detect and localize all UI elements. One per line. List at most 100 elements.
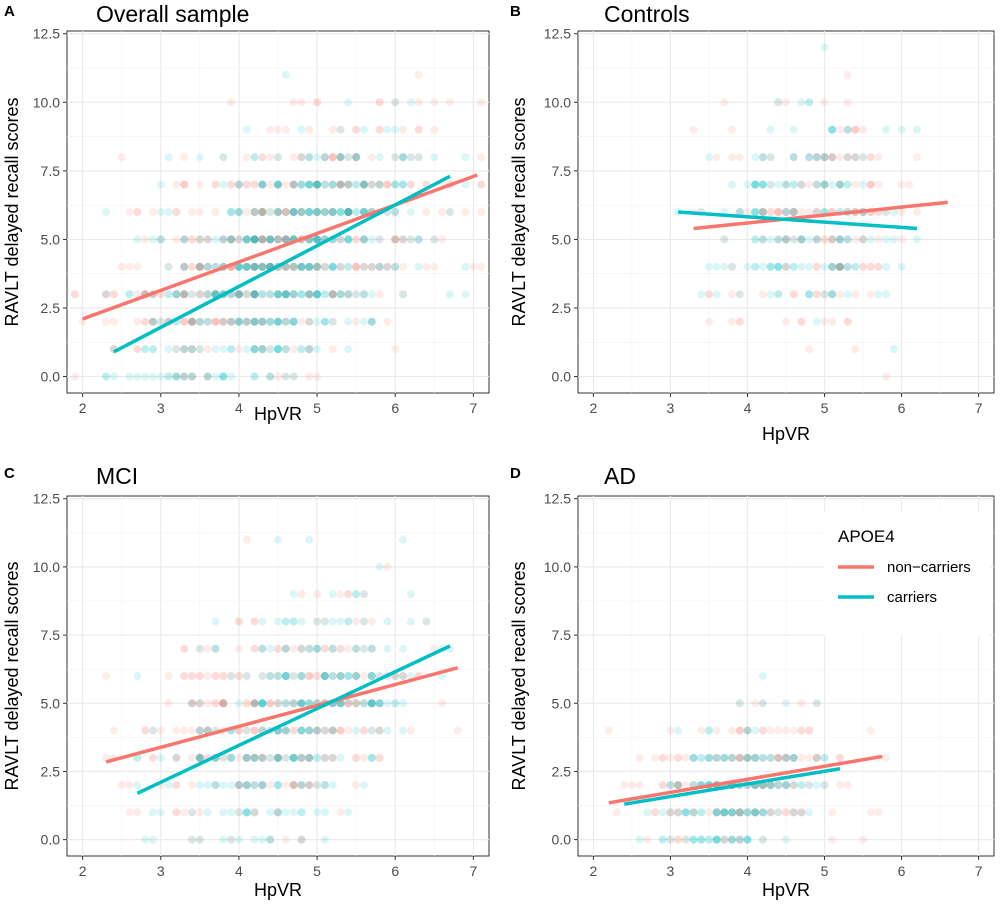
panel-d-point-non-carriers [789,726,798,735]
panel-a-point-non-carriers [320,208,329,216]
panel-c-point-non-carriers [328,753,337,762]
panel-c-point-non-carriers [352,672,361,680]
panel-a-point-carriers [250,372,259,381]
panel-c-point-carriers [266,672,275,680]
panel-a-point-carriers [102,290,111,299]
panel-a-point-carriers [188,290,197,299]
panel-d-point-non-carriers [720,808,729,817]
panel-d-point-carriers [697,835,706,844]
panel-a-point-carriers [336,180,345,189]
panel-b-point-non-carriers [828,235,837,244]
panel-d-point-non-carriers [820,781,829,790]
panel-a-point-carriers [242,317,251,326]
panel-c-point-non-carriers [313,781,322,790]
panel-a-point-non-carriers [391,235,400,244]
panel-a-point-carriers [164,153,173,162]
panel-d-point-non-carriers [758,726,767,735]
panel-a-point-carriers [180,345,189,354]
panel-d-point-non-carriers [743,726,752,735]
panel-a-point-carriers [274,317,282,326]
panel-a-point-carriers [156,372,165,381]
panel-c-point-non-carriers [234,644,243,653]
panel-d-point-non-carriers [666,781,675,790]
panel-b-point-non-carriers [797,180,806,189]
panel-c-point-non-carriers [258,753,267,762]
panel-a-point-non-carriers [188,317,197,326]
panel-b-point-non-carriers [859,262,868,271]
panel-c-point-non-carriers [375,753,384,762]
panel-a-point-carriers [234,262,243,271]
panel-d-point-non-carriers [681,753,690,762]
panel-d-point-carriers [751,753,760,762]
panel-c-point-carriers [289,753,298,762]
panel-a-point-carriers [227,235,236,244]
panel-b-point-carriers [851,262,860,271]
panel-a-point-non-carriers [281,235,290,244]
panel-b-point-non-carriers [805,345,814,354]
panel-a-point-non-carriers [188,317,197,326]
panel-a-point-non-carriers [203,290,212,299]
panel-a-point-carriers [391,262,400,271]
panel-a-point-carriers [195,262,204,271]
panel-a-point-non-carriers [219,235,228,244]
panel-b-point-non-carriers [820,180,829,189]
panel-a-point-non-carriers [258,208,267,216]
panel-a-point-non-carriers [305,290,314,299]
panel-b-point-carriers [751,208,760,216]
panel-c-point-carriers [242,672,251,680]
panel-a-point-carriers [258,317,267,326]
legend-label-carriers: carriers [887,589,937,606]
panel-b-point-carriers [766,180,775,189]
panel-a-point-carriers [414,262,423,271]
panel-c-point-non-carriers [211,699,220,708]
panel-a-point-non-carriers [180,262,189,271]
panel-b-point-non-carriers [782,317,790,326]
panel-c-point-non-carriers [180,672,189,680]
panel-d-point-carriers [751,808,760,817]
panel-b-point-non-carriers [828,235,837,244]
panel-d-point-carriers [674,781,683,790]
panel-a-point-non-carriers [211,317,220,326]
panel-b-point-carriers [912,235,921,244]
panel-a-point-carriers [281,345,290,354]
panel-a-point-non-carriers [328,290,337,299]
panel-a-point-non-carriers [336,153,345,162]
panel-c-point-non-carriers [266,699,275,708]
panel-a-point-carriers [211,235,220,244]
panel-a-point-carriers [289,290,298,299]
panel-a-point-non-carriers [274,317,282,326]
panel-a-point-carriers [289,372,298,381]
panel-c-point-carriers [211,644,220,653]
panel-a-point-non-carriers [359,262,368,271]
panel-c-point-non-carriers [320,753,329,762]
panel-a-point-non-carriers [203,372,212,381]
panel-a-point-carriers [344,208,353,216]
panel-c-point-non-carriers [297,644,306,653]
panel-b-point-non-carriers [789,290,798,299]
panel-a-point-non-carriers [391,345,400,354]
panel-d-point-non-carriers [658,781,667,790]
panel-a-point-non-carriers [274,125,282,134]
panel-a-point-non-carriers [195,262,204,271]
panel-a-point-non-carriers [227,235,236,244]
panel-a-point-carriers [399,180,408,189]
panel-d-point-carriers [712,835,721,844]
panel-a-point-non-carriers [258,235,267,244]
panel-c-point-non-carriers [274,699,282,708]
panel-a-point-non-carriers [352,262,361,271]
panel-a-point-non-carriers [234,290,243,299]
panel-a-point-non-carriers [344,290,353,299]
panel-c-point-carriers [297,699,306,708]
panel-b-point-non-carriers [859,262,868,271]
panel-b-point-carriers [758,180,767,189]
panel-c-point-non-carriers [305,672,314,680]
panel-a-point-carriers [461,153,470,162]
panel-a-point-carriers [250,153,259,162]
panel-c-point-non-carriers [289,753,298,762]
panel-a-point-carriers [328,262,337,271]
panel-a-point-non-carriers [445,208,454,216]
panel-a-point-carriers [281,208,290,216]
panel-a-y-axis-title: RAVLT delayed recall scores [2,97,22,326]
panel-c-point-non-carriers [281,753,290,762]
panel-b-point-non-carriers [828,262,837,271]
